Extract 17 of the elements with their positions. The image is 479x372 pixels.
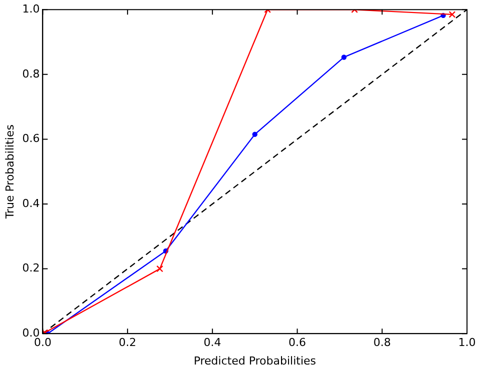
point [252, 132, 258, 137]
x-tick-label: 1.0 [458, 336, 476, 350]
y-tick-label: 0.6 [22, 132, 40, 146]
point [42, 329, 48, 334]
x-tick-label: 0.2 [118, 336, 136, 350]
x-axis-title: Predicted Probabilities [194, 354, 316, 368]
x-tick-label: 0.6 [288, 336, 306, 350]
point [448, 11, 456, 18]
y-tick-label: 0.4 [22, 196, 40, 210]
x-tick-label: 0.8 [373, 336, 391, 350]
y-tick-label: 0.2 [22, 262, 40, 275]
y-tick-label: 0.8 [22, 67, 40, 80]
point [341, 54, 347, 60]
point [156, 265, 164, 272]
x-tick-label: 0.4 [204, 336, 222, 350]
y-tick-label: 1.0 [22, 2, 40, 16]
y-axis-title: True Probabilities [3, 124, 16, 220]
